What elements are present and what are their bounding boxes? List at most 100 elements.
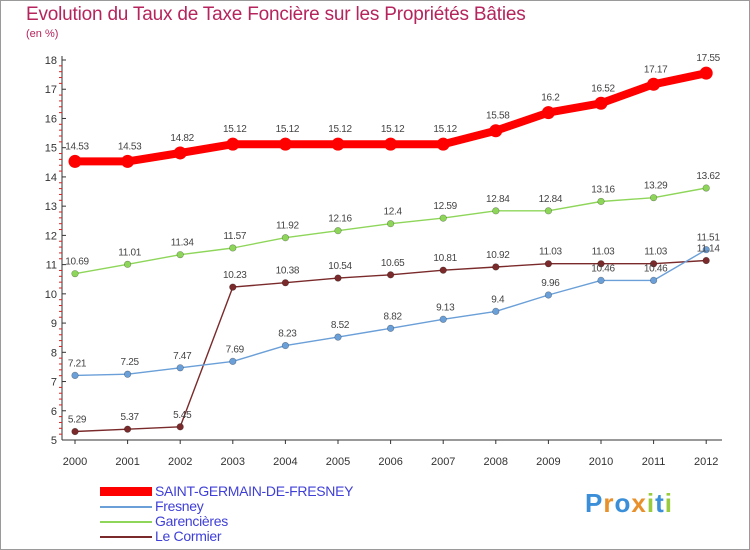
data-point bbox=[649, 194, 658, 202]
data-label: 14.53 bbox=[65, 141, 89, 152]
data-label: 11.01 bbox=[118, 247, 142, 258]
y-tick-label: 12 bbox=[45, 230, 57, 242]
data-point bbox=[387, 220, 395, 228]
data-label: 11.57 bbox=[223, 231, 247, 242]
data-point bbox=[702, 184, 710, 192]
y-axis-unit-label: (en %) bbox=[26, 28, 59, 40]
data-label: 8.23 bbox=[278, 329, 297, 340]
data-point bbox=[492, 263, 500, 271]
data-label: 10.92 bbox=[486, 250, 510, 261]
x-tick-label: 2007 bbox=[431, 456, 455, 468]
data-point bbox=[229, 244, 237, 252]
data-label: 16.2 bbox=[541, 93, 560, 104]
data-label: 11.34 bbox=[171, 238, 195, 249]
logo-letter: r bbox=[603, 488, 615, 518]
data-point bbox=[123, 425, 132, 433]
data-point bbox=[436, 137, 450, 151]
series-line bbox=[74, 259, 707, 433]
y-tick-label: 11 bbox=[46, 260, 57, 272]
logo-letter: o bbox=[614, 488, 632, 518]
data-label: 10.69 bbox=[65, 257, 89, 268]
data-point bbox=[71, 427, 79, 436]
data-label: 10.46 bbox=[644, 263, 668, 274]
y-tick-label: 6 bbox=[51, 406, 57, 418]
data-point bbox=[597, 197, 605, 206]
data-label: 10.38 bbox=[276, 266, 300, 277]
data-label: 15.12 bbox=[381, 124, 405, 135]
x-tick-label: 2004 bbox=[273, 456, 297, 468]
x-tick-label: 2010 bbox=[589, 456, 613, 468]
data-label: 14.82 bbox=[170, 133, 194, 144]
x-tick-label: 2009 bbox=[536, 456, 560, 468]
data-point bbox=[597, 260, 605, 268]
data-label: 7.21 bbox=[68, 358, 87, 369]
chart-title: Evolution du Taux de Taxe Foncière sur l… bbox=[26, 4, 526, 25]
data-point bbox=[439, 214, 447, 222]
data-point bbox=[281, 234, 290, 242]
legend-item-fresney: Fresney bbox=[100, 499, 420, 514]
data-point bbox=[331, 137, 345, 151]
data-point bbox=[121, 154, 135, 168]
data-label: 15.12 bbox=[223, 124, 247, 135]
data-point bbox=[702, 246, 710, 254]
proxiti-logo: Proxiti bbox=[585, 488, 673, 519]
x-tick-label: 2012 bbox=[694, 456, 718, 468]
y-tick-label: 10 bbox=[45, 289, 57, 301]
x-tick-label: 2006 bbox=[378, 456, 402, 468]
data-label: 11.51 bbox=[697, 233, 721, 244]
legend-label: Le Cormier bbox=[155, 528, 222, 544]
legend-item-saint-germain: SAINT-GERMAIN-DE-FRESNEY bbox=[100, 484, 420, 499]
data-point bbox=[173, 146, 187, 160]
data-point bbox=[384, 137, 398, 151]
x-tick-label: 2003 bbox=[221, 456, 245, 468]
data-point bbox=[544, 207, 553, 215]
data-point bbox=[699, 66, 713, 80]
data-point bbox=[281, 279, 290, 287]
data-point bbox=[176, 364, 184, 372]
data-label: 8.52 bbox=[331, 320, 350, 331]
data-point bbox=[387, 324, 395, 332]
data-label: 12.84 bbox=[486, 194, 510, 205]
data-point bbox=[334, 274, 342, 282]
data-point bbox=[649, 276, 658, 285]
legend-label: SAINT-GERMAIN-DE-FRESNEY bbox=[155, 483, 354, 499]
data-label: 14.53 bbox=[118, 141, 142, 152]
legend-swatch bbox=[100, 487, 152, 496]
data-point bbox=[123, 260, 132, 268]
data-label: 11.03 bbox=[644, 247, 668, 258]
legend-label: Fresney bbox=[155, 498, 204, 514]
data-point bbox=[647, 77, 661, 91]
x-tick-label: 2011 bbox=[642, 456, 666, 468]
y-tick-label: 18 bbox=[45, 55, 57, 67]
data-label: 15.58 bbox=[486, 111, 510, 122]
data-point bbox=[492, 307, 500, 315]
x-tick-label: 2008 bbox=[484, 456, 508, 468]
data-label: 10.65 bbox=[381, 258, 405, 269]
data-label: 11.03 bbox=[539, 247, 563, 258]
data-point bbox=[123, 370, 132, 378]
x-tick-label: 2005 bbox=[326, 456, 350, 468]
data-label: 8.82 bbox=[383, 311, 402, 322]
data-label: 10.54 bbox=[328, 261, 352, 272]
data-label: 12.16 bbox=[328, 214, 352, 225]
y-tick-label: 8 bbox=[51, 347, 57, 359]
logo-letter: i bbox=[664, 488, 673, 518]
data-point bbox=[71, 270, 79, 278]
data-label: 7.47 bbox=[173, 351, 192, 362]
data-label: 17.17 bbox=[644, 64, 668, 75]
data-label: 11.03 bbox=[592, 247, 616, 258]
y-tick-label: 7 bbox=[51, 377, 57, 389]
data-label: 15.12 bbox=[433, 124, 457, 135]
data-point bbox=[229, 283, 237, 291]
data-point bbox=[71, 371, 79, 380]
data-label: 12.59 bbox=[433, 201, 457, 212]
data-point bbox=[702, 256, 710, 265]
y-tick-label: 9 bbox=[51, 318, 57, 330]
y-tick-label: 13 bbox=[45, 201, 57, 213]
data-point bbox=[594, 96, 608, 110]
legend-label: Garencières bbox=[155, 513, 228, 529]
data-point bbox=[334, 333, 342, 341]
data-point bbox=[489, 124, 503, 138]
data-label: 15.12 bbox=[328, 124, 352, 135]
